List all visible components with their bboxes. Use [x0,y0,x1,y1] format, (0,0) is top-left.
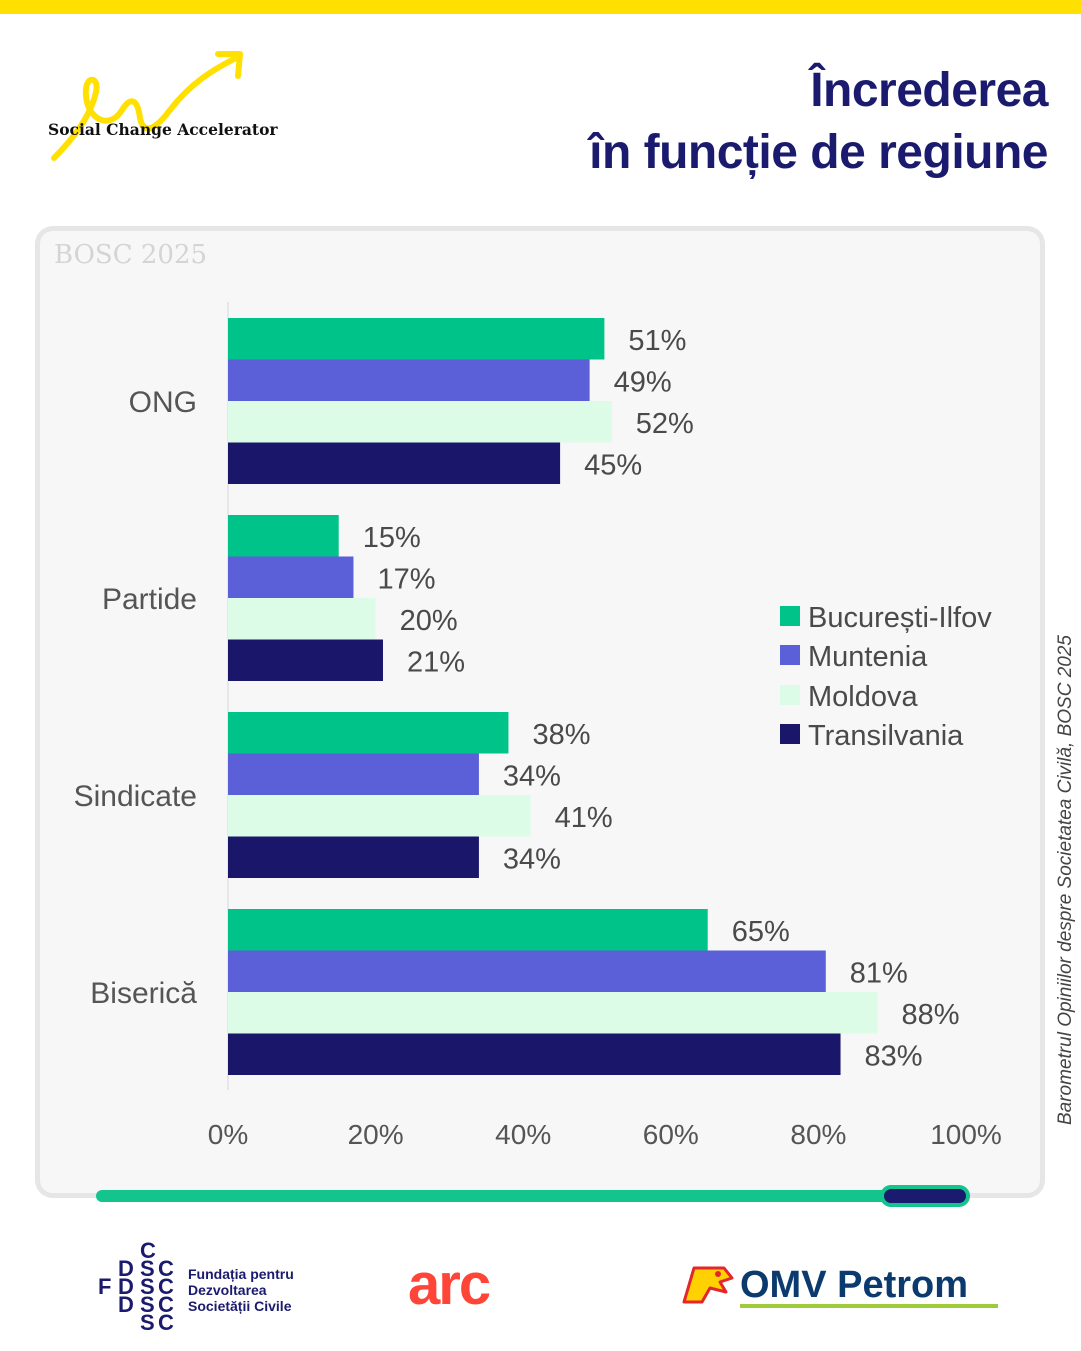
title-line-2: în funcție de regiune [589,126,1048,179]
data-label: 45% [584,449,642,481]
svg-text:C: C [158,1292,174,1317]
category-label: Sindicate [74,780,197,813]
bar [228,836,479,878]
fdsc-name: Fundația pentru Dezvoltarea Societății C… [188,1266,294,1314]
bar [228,753,479,795]
legend-swatch [780,685,800,705]
bar [228,992,878,1034]
fdsc-line-2: Dezvoltarea [188,1282,267,1298]
svg-text:S: S [140,1274,155,1299]
svg-text:C: C [158,1274,174,1299]
svg-text:D: D [118,1256,134,1281]
svg-text:F: F [98,1274,111,1299]
bar [228,598,376,640]
petrom-dragon-icon [682,1266,734,1304]
data-label: 52% [636,408,694,440]
bar [228,515,339,557]
squiggle-arrow-icon [51,51,243,161]
bar [228,639,383,681]
data-label: 51% [628,325,686,357]
omv-petrom-wordmark: OMV Petrom [740,1264,969,1306]
brand-name: Social Change Accelerator [48,120,278,139]
svg-text:D: D [118,1274,134,1299]
omv-underline [740,1304,998,1308]
title-line-1: Încrederea [810,64,1048,117]
x-tick-label: 60% [643,1119,699,1150]
data-label: 41% [555,802,613,834]
svg-text:C: C [158,1310,174,1335]
social-change-accelerator-logo: Social Change Accelerator [40,40,278,170]
omv-petrom-logo: OMV Petrom [680,1262,998,1312]
legend-swatch [780,724,800,744]
fdsc-line-1: Fundația pentru [188,1266,294,1282]
bar [228,712,509,754]
data-label: 38% [532,719,590,751]
data-label: 17% [377,563,435,595]
svg-text:C: C [140,1238,156,1263]
legend-swatch [780,606,800,626]
bar [228,795,531,837]
bar [228,401,612,443]
fdsc-line-3: Societății Civile [188,1298,292,1314]
category-label: Biserică [90,977,197,1010]
legend-label: București-Ilfov [808,602,992,634]
data-label: 34% [503,843,561,875]
source-note: Barometrul Opiniilor despre Societatea C… [1055,634,1076,1126]
category-label: ONG [129,386,197,419]
data-label: 83% [865,1040,923,1072]
svg-text:C: C [158,1256,174,1281]
scrollbar-track[interactable] [96,1190,970,1202]
card-watermark: BOSC 2025 [54,240,208,270]
bar [228,318,605,360]
data-label: 65% [732,916,790,948]
legend-label: Moldova [808,681,918,713]
bar [228,359,590,401]
bar [228,1033,841,1075]
data-label: 88% [901,999,959,1031]
legend-swatch [780,645,800,665]
page-title: Încrederea în funcție de regiune [589,60,1048,184]
bar [228,909,708,951]
data-label: 15% [363,522,421,554]
data-label: 34% [503,760,561,792]
category-label: Partide [102,583,197,616]
data-label: 21% [407,646,465,678]
scrollbar-thumb[interactable] [880,1185,970,1207]
arc-logo: arc [408,1252,491,1317]
legend-label: Muntenia [808,641,928,673]
bar [228,556,354,598]
x-tick-label: 20% [348,1119,404,1150]
data-label: 81% [850,957,908,989]
bar [228,442,561,484]
svg-text:S: S [140,1310,155,1335]
x-tick-label: 0% [208,1119,248,1150]
bar [228,950,826,992]
legend-label: Transilvania [808,720,964,752]
x-tick-label: 80% [790,1119,846,1150]
svg-text:S: S [140,1292,155,1317]
top-accent-bar [0,0,1081,14]
x-tick-label: 40% [495,1119,551,1150]
data-label: 49% [614,366,672,398]
svg-text:S: S [140,1256,155,1281]
svg-text:D: D [118,1292,134,1317]
x-tick-label: 100% [930,1119,1002,1150]
data-label: 20% [400,605,458,637]
